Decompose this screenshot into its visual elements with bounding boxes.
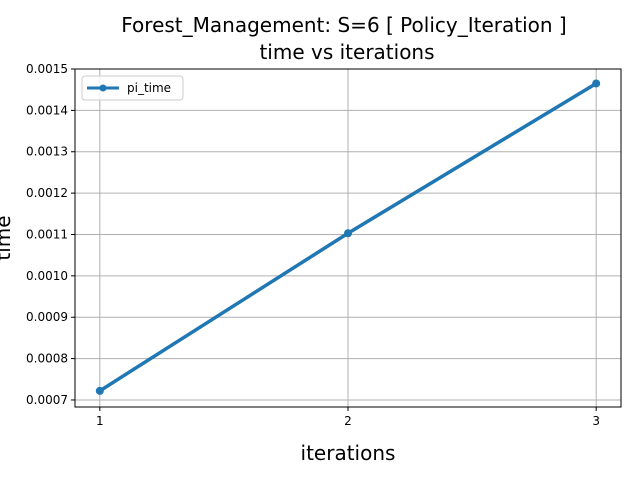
y-tick-label: 0.0014 bbox=[26, 103, 68, 117]
legend: pi_time bbox=[81, 75, 184, 101]
ticks: 1 2 3 0.0007 0.0008 0.0009 0.0010 0.0011 0.0012 0… bbox=[26, 62, 600, 428]
y-tick-label: 0.0009 bbox=[26, 310, 68, 324]
series-layer bbox=[95, 79, 601, 395]
y-tick-label: 0.0012 bbox=[26, 186, 68, 200]
data-point bbox=[344, 229, 352, 238]
legend-marker-pi-time bbox=[99, 84, 107, 92]
y-tick-label: 0.0015 bbox=[26, 62, 68, 76]
legend-box bbox=[81, 75, 184, 101]
y-axis-label: time bbox=[0, 215, 15, 260]
data-point bbox=[95, 386, 104, 395]
x-axis-label: iterations bbox=[301, 441, 396, 465]
y-tick-label: 0.0007 bbox=[26, 393, 68, 407]
x-tick-label: 2 bbox=[344, 414, 352, 428]
y-tick-label: 0.0008 bbox=[26, 352, 68, 366]
y-tick-label: 0.0010 bbox=[26, 269, 68, 283]
x-tick-label: 1 bbox=[96, 414, 104, 428]
x-tick-label: 3 bbox=[592, 414, 600, 428]
data-point bbox=[592, 79, 601, 88]
y-tick-label: 0.0011 bbox=[26, 227, 68, 241]
legend-label-pi-time: pi_time bbox=[127, 81, 171, 95]
chart-title-line2: time vs iterations bbox=[259, 40, 434, 64]
y-tick-label: 0.0013 bbox=[26, 145, 68, 159]
chart-title-line1: Forest_Management: S=6 [ Policy_Iteratio… bbox=[121, 13, 566, 37]
